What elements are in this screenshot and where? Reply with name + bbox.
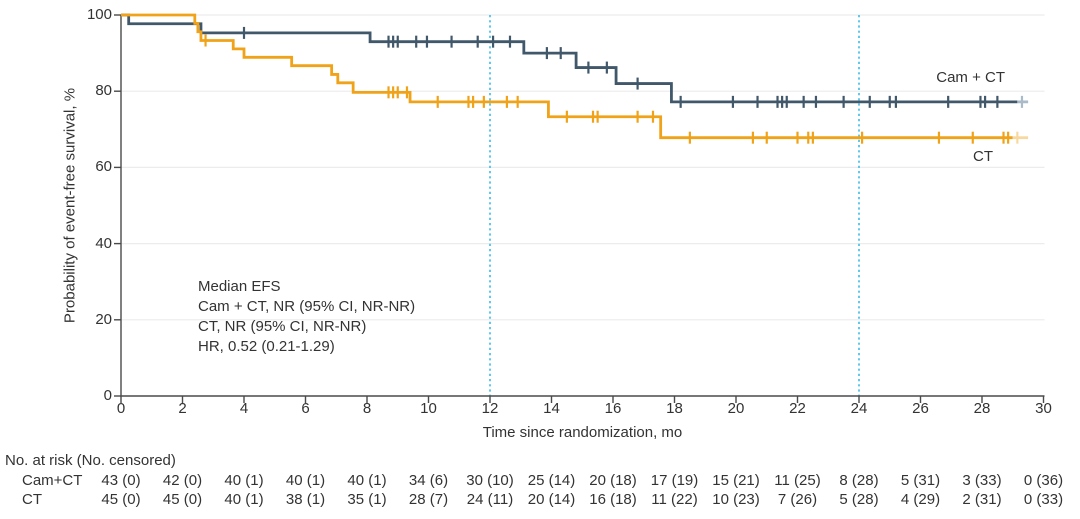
km-curve-ct (121, 13, 1013, 140)
risk-cell: 30 (10) (466, 472, 514, 489)
x-tick-label: 24 (850, 400, 868, 417)
x-tick-label: 0 (116, 400, 126, 417)
axes (114, 14, 1045, 403)
x-tick-label: 22 (789, 400, 806, 417)
risk-row-label-ct: CT (22, 490, 42, 508)
x-tick-label: 6 (301, 400, 310, 417)
risk-cell: 0 (36) (1023, 472, 1064, 489)
risk-cell: 40 (1) (285, 472, 326, 489)
risk-cell: 4 (29) (900, 490, 941, 508)
gridlines (121, 14, 1045, 321)
series-label-ct: CT (973, 148, 993, 165)
risk-cell: 2 (31) (962, 490, 1002, 508)
risk-table-header: No. at risk (No. censored) (5, 452, 176, 469)
km-curve-cam-ct (121, 13, 1018, 104)
x-tick-label: 4 (239, 400, 249, 417)
median-efs-annotation: Median EFS Cam + CT, NR (95% CI, NR-NR) … (198, 277, 415, 357)
risk-cell: 8 (28) (839, 472, 879, 489)
x-tick-label: 30 (1035, 400, 1052, 417)
risk-cell: 10 (23) (712, 490, 760, 508)
risk-cell: 43 (0) (101, 472, 141, 489)
risk-cell: 11 (22) (651, 490, 698, 508)
risk-cell: 40 (1) (224, 490, 264, 508)
risk-cell: 40 (1) (347, 472, 387, 489)
x-tick-label: 26 (912, 400, 929, 417)
risk-cell: 7 (26) (777, 490, 818, 508)
risk-cell: 0 (33) (1023, 490, 1064, 508)
risk-cell: 24 (11) (466, 490, 514, 508)
risk-cell: 45 (0) (162, 490, 203, 508)
risk-cell: 5 (28) (839, 490, 879, 508)
risk-cell: 38 (1) (285, 490, 326, 508)
reference-lines (489, 15, 860, 396)
series-label-cam-ct: Cam + CT (936, 69, 1005, 86)
y-tick-label: 40 (95, 234, 112, 252)
risk-cell: 34 (6) (408, 472, 449, 489)
y-tick-label: 80 (95, 82, 112, 100)
risk-cell: 45 (0) (101, 490, 141, 508)
risk-cell: 40 (1) (224, 472, 264, 489)
risk-cell: 15 (21) (712, 472, 760, 489)
x-tick-label: 2 (178, 400, 187, 417)
annotation-line-cam-ct: Cam + CT, NR (95% CI, NR-NR) (198, 298, 416, 315)
x-tick-label: 20 (727, 400, 745, 417)
annotation-line-hr: HR, 0.52 (0.21-1.29) (198, 338, 335, 355)
y-tick-label: 0 (103, 387, 112, 404)
risk-cell: 16 (18) (589, 490, 637, 508)
y-tick-label: 20 (95, 310, 112, 328)
y-tick-label: 100 (86, 6, 112, 23)
risk-cell: 35 (1) (347, 490, 387, 508)
x-tick-label: 8 (362, 400, 372, 417)
x-tick-label: 10 (420, 400, 437, 417)
risk-cell: 42 (0) (162, 472, 203, 489)
risk-cell: 5 (31) (900, 472, 941, 489)
risk-cell: 25 (14) (527, 472, 576, 489)
annotation-line-median-efs: Median EFS (198, 278, 281, 295)
y-axis-title: Probability of event-free survival, % (61, 87, 79, 324)
x-tick-label: 16 (604, 400, 622, 417)
x-tick-label: 12 (481, 400, 499, 417)
x-tick-label: 28 (973, 400, 991, 417)
x-tick-label: 18 (666, 400, 683, 417)
risk-cell: 20 (14) (527, 490, 576, 508)
km-curves (121, 13, 1029, 144)
risk-cell: 11 (25) (774, 472, 821, 489)
risk-cell: 28 (7) (408, 490, 449, 508)
x-axis-title: Time since randomization, mo (482, 424, 683, 441)
annotation-line-ct: CT, NR (95% CI, NR-NR) (198, 318, 367, 335)
risk-cell: 17 (19) (650, 472, 699, 489)
risk-row-label-cam-ct: Cam+CT (22, 472, 83, 489)
x-tick-label: 14 (543, 400, 560, 417)
risk-cell: 3 (33) (962, 472, 1002, 489)
y-tick-label: 60 (95, 158, 112, 176)
risk-cell: 20 (18) (589, 472, 637, 489)
